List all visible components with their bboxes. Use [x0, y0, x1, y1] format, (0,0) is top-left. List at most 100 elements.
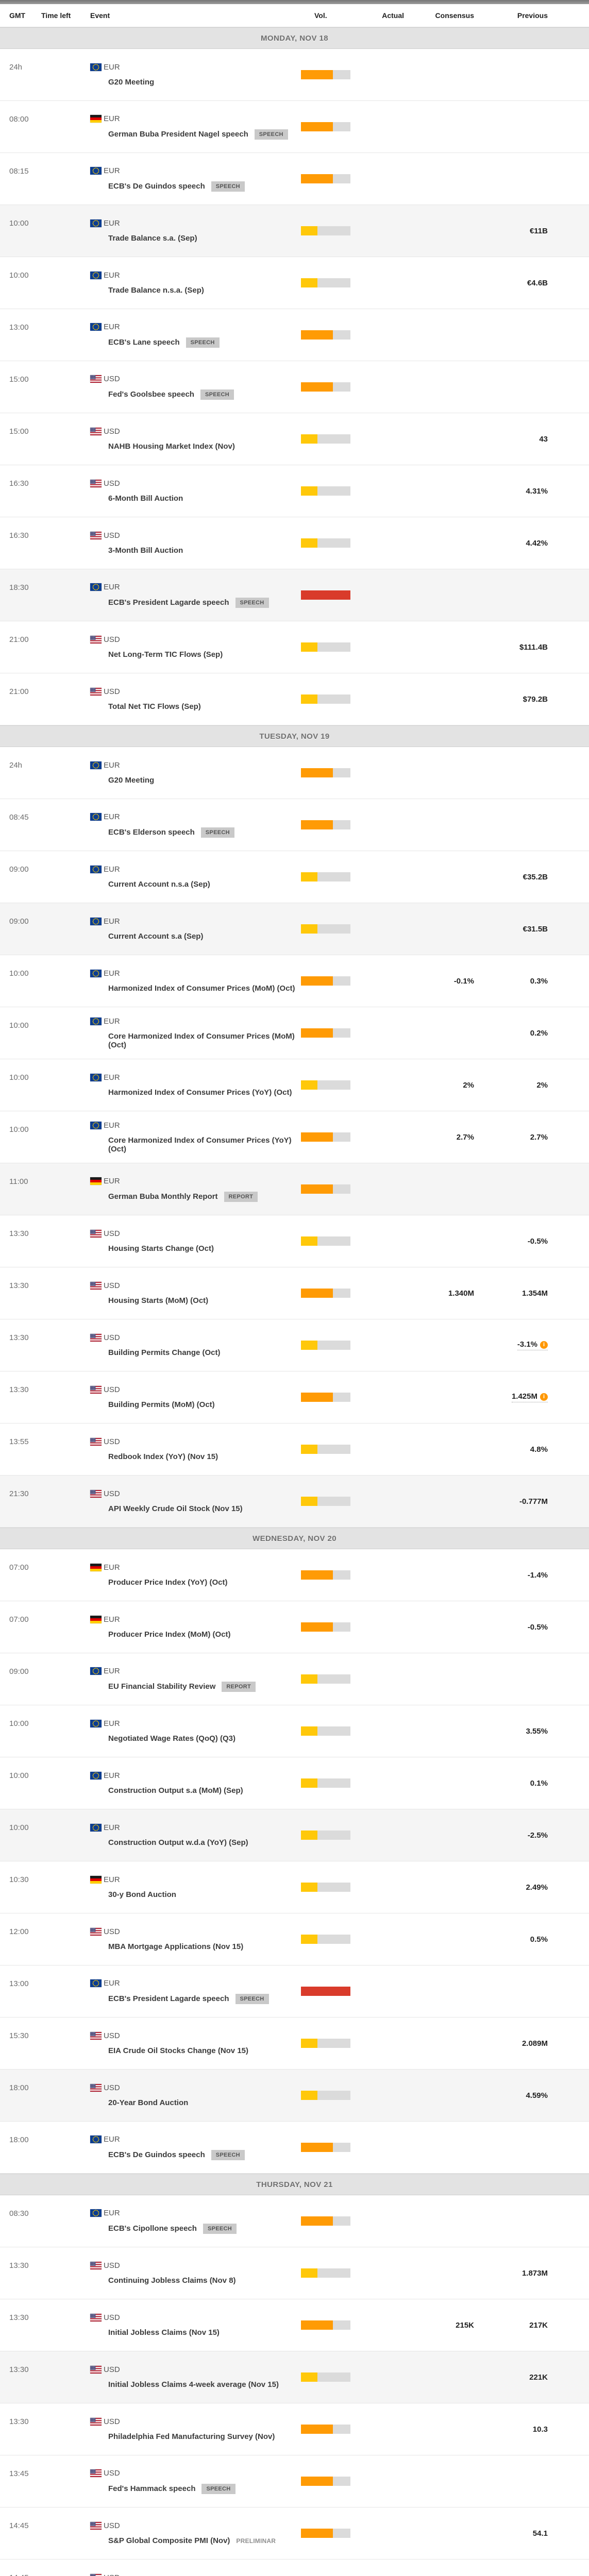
gmt-time: 15:00 — [9, 375, 29, 384]
gmt-time: 15:00 — [9, 427, 29, 436]
event-row[interactable]: 08:00 EUR German Buba President Nagel spee… — [0, 101, 589, 153]
event-row[interactable]: 09:00 EUR EU Financial Stability Review REP… — [0, 1653, 589, 1705]
currency-code: EUR — [104, 2208, 120, 2217]
event-row[interactable]: 10:00 EUR Trade Balance n.s.a. (Sep) €4.6B — [0, 257, 589, 309]
event-row[interactable]: 24h EUR G20 Meeting — [0, 747, 589, 799]
report-badge: REPORT — [222, 1681, 256, 1692]
previous-value: -1.4% — [527, 1570, 548, 1580]
event-row[interactable]: 08:45 EUR ECB's Elderson speech SPEECH — [0, 799, 589, 851]
event-row[interactable]: 08:15 EUR ECB's De Guindos speech SPEECH — [0, 153, 589, 205]
currency-code: USD — [104, 2313, 120, 2322]
event-row[interactable]: 18:30 EUR ECB's President Lagarde speech SP… — [0, 569, 589, 621]
event-row[interactable]: 13:30 USD Building Permits (MoM) (Oct) 1.42… — [0, 1371, 589, 1423]
time-left — [41, 101, 90, 115]
time-left — [41, 2351, 90, 2365]
event-name: API Weekly Crude Oil Stock (Nov 15) — [108, 1504, 243, 1513]
event-row[interactable]: 10:00 EUR Core Harmonized Index of Consume… — [0, 1111, 589, 1163]
volatility-fill-medium — [301, 2425, 333, 2434]
event-row[interactable]: 18:00 USD 20-Year Bond Auction 4.59% — [0, 2070, 589, 2122]
volatility-fill-medium — [301, 1132, 333, 1142]
event-cell: EUR ECB's Lane speech SPEECH — [90, 315, 301, 355]
event-row[interactable]: 10:00 EUR Negotiated Wage Rates (QoQ) (Q3)… — [0, 1705, 589, 1757]
event-row[interactable]: 16:30 USD 6-Month Bill Auction 4.31% — [0, 465, 589, 517]
gmt-time: 10:00 — [9, 1021, 29, 1030]
event-row[interactable]: 09:00 EUR Current Account n.s.a (Sep) €35.2… — [0, 851, 589, 903]
currency-code: EUR — [104, 1875, 120, 1884]
volatility-bar — [301, 174, 350, 183]
event-row[interactable]: 10:00 EUR Construction Output w.d.a (YoY) … — [0, 1809, 589, 1861]
previous-value-revised: 1.425M i — [511, 1392, 548, 1402]
consensus-value: 2% — [463, 1080, 474, 1090]
volatility-cell — [301, 1883, 378, 1892]
event-row[interactable]: 15:00 USD Fed's Goolsbee speech SPEECH — [0, 361, 589, 413]
gmt-time: 10:00 — [9, 969, 29, 978]
event-row[interactable]: 08:30 EUR ECB's Cipollone speech SPEECH — [0, 2195, 589, 2247]
info-icon[interactable]: i — [540, 1393, 548, 1401]
event-row[interactable]: 13:30 USD Philadelphia Fed Manufacturing S… — [0, 2403, 589, 2455]
event-row[interactable]: 11:00 EUR German Buba Monthly Report REPORT — [0, 1163, 589, 1215]
gmt-time: 13:30 — [9, 2313, 29, 2322]
event-name: Philadelphia Fed Manufacturing Survey (N… — [108, 2432, 275, 2441]
event-row[interactable]: 21:00 USD Net Long-Term TIC Flows (Sep) $11… — [0, 621, 589, 673]
event-cell: USD Continuing Jobless Claims (Nov 8) — [90, 2254, 301, 2292]
event-row[interactable]: 24h EUR G20 Meeting — [0, 49, 589, 101]
event-row[interactable]: 13:30 USD Housing Starts Change (Oct) -0.5% — [0, 1215, 589, 1267]
event-row[interactable]: 10:30 EUR 30-y Bond Auction 2.49% — [0, 1861, 589, 1913]
event-cell: USD 6-Month Bill Auction — [90, 472, 301, 510]
us-flag-icon — [90, 1438, 102, 1446]
event-row[interactable]: 14:45 USD S&P Global Composite PMI (Nov) PR… — [0, 2507, 589, 2560]
volatility-cell — [301, 2529, 378, 2538]
day-header: TUESDAY, NOV 19 — [0, 725, 589, 747]
event-name: Housing Starts Change (Oct) — [108, 1244, 214, 1253]
event-row[interactable]: 07:00 EUR Producer Price Index (MoM) (Oct)… — [0, 1601, 589, 1653]
event-row[interactable]: 21:00 USD Total Net TIC Flows (Sep) $79.2B — [0, 673, 589, 725]
volatility-fill-medium — [301, 382, 333, 392]
previous-value: 4.59% — [526, 2091, 548, 2100]
volatility-fill-low — [301, 694, 317, 704]
event-row[interactable]: 13:45 USD Fed's Hammack speech SPEECH — [0, 2455, 589, 2507]
event-row[interactable]: 13:30 USD Continuing Jobless Claims (Nov 8… — [0, 2247, 589, 2299]
volatility-fill-medium — [301, 2320, 333, 2330]
event-row[interactable]: 09:00 EUR Current Account s.a (Sep) €31.5B — [0, 903, 589, 955]
previous-value: 2.49% — [526, 1883, 548, 1892]
event-name: Net Long-Term TIC Flows (Sep) — [108, 650, 223, 659]
event-row[interactable]: 13:30 USD Building Permits Change (Oct) -3.… — [0, 1319, 589, 1371]
event-row[interactable]: 15:30 USD EIA Crude Oil Stocks Change (Nov… — [0, 2018, 589, 2070]
event-row[interactable]: 12:00 USD MBA Mortgage Applications (Nov 1… — [0, 1913, 589, 1965]
event-row[interactable]: 13:00 EUR ECB's Lane speech SPEECH — [0, 309, 589, 361]
event-row[interactable]: 13:00 EUR ECB's President Lagarde speech SP… — [0, 1965, 589, 2018]
event-row[interactable]: 10:00 EUR Core Harmonized Index of Consume… — [0, 1007, 589, 1059]
col-header-vol: Vol. — [314, 11, 327, 20]
volatility-cell — [301, 382, 378, 392]
event-row[interactable]: 15:00 USD NAHB Housing Market Index (Nov) 4… — [0, 413, 589, 465]
event-row[interactable]: 13:55 USD Redbook Index (YoY) (Nov 15) 4.8% — [0, 1423, 589, 1476]
event-row[interactable]: 13:30 USD Initial Jobless Claims 4-week av… — [0, 2351, 589, 2403]
event-row[interactable]: 13:30 USD Housing Starts (MoM) (Oct) 1.340M… — [0, 1267, 589, 1319]
time-left — [41, 1965, 90, 1979]
event-row[interactable]: 10:00 EUR Harmonized Index of Consumer Pri… — [0, 1059, 589, 1111]
eu-flag-icon — [90, 63, 102, 71]
event-row[interactable]: 21:30 USD API Weekly Crude Oil Stock (Nov … — [0, 1476, 589, 1528]
event-row[interactable]: 10:00 EUR Construction Output s.a (MoM) (S… — [0, 1757, 589, 1809]
volatility-bar — [301, 872, 350, 882]
eu-flag-icon — [90, 1667, 102, 1675]
event-row[interactable]: 10:00 EUR Trade Balance s.a. (Sep) €11B — [0, 205, 589, 257]
volatility-bar — [301, 2268, 350, 2278]
volatility-cell — [301, 1622, 378, 1632]
gmt-time: 13:30 — [9, 1229, 29, 1238]
speech-badge: SPEECH — [186, 337, 220, 348]
event-row[interactable]: 18:00 EUR ECB's De Guindos speech SPEECH — [0, 2122, 589, 2174]
volatility-bar — [301, 1132, 350, 1142]
previous-value: -3.1% i — [507, 1340, 589, 1350]
event-row[interactable]: 13:30 USD Initial Jobless Claims (Nov 15) 2… — [0, 2299, 589, 2351]
event-cell: EUR Trade Balance n.s.a. (Sep) — [90, 264, 301, 302]
gmt-time: 15:30 — [9, 2031, 29, 2040]
event-name: ECB's De Guindos speech — [108, 2150, 205, 2159]
event-row[interactable]: 07:00 EUR Producer Price Index (YoY) (Oct)… — [0, 1549, 589, 1601]
event-row[interactable]: 16:30 USD 3-Month Bill Auction 4.42% — [0, 517, 589, 569]
event-row[interactable]: 10:00 EUR Harmonized Index of Consumer Pri… — [0, 955, 589, 1007]
info-icon[interactable]: i — [540, 1341, 548, 1349]
volatility-cell — [301, 1236, 378, 1246]
volatility-bar — [301, 820, 350, 829]
